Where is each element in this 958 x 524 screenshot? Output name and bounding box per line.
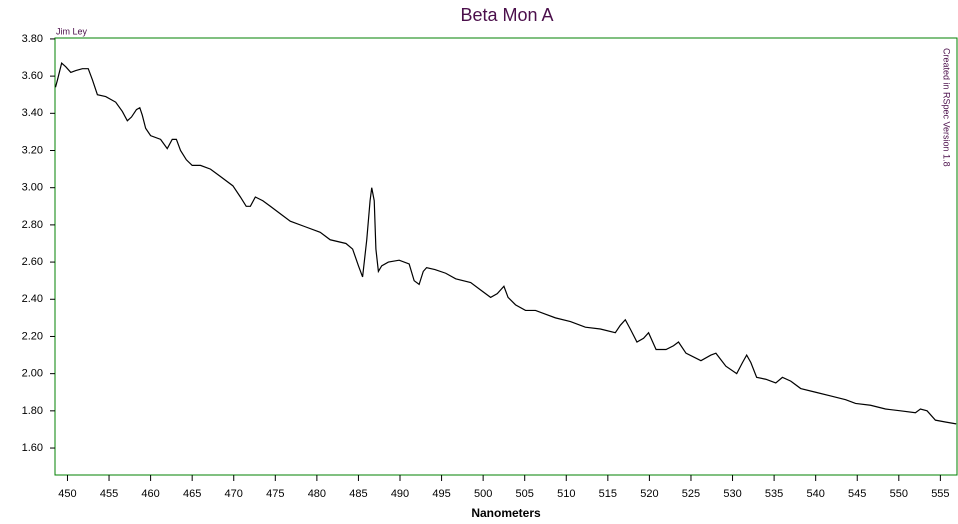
x-tick-label: 490 bbox=[391, 488, 409, 500]
y-tick-label: 1.60 bbox=[22, 442, 43, 454]
y-tick-label: 3.60 bbox=[22, 70, 43, 82]
plot-frame bbox=[54, 37, 958, 476]
x-tick-label: 520 bbox=[640, 488, 658, 500]
y-tick-label: 2.40 bbox=[22, 293, 43, 305]
x-tick-label: 510 bbox=[557, 488, 575, 500]
x-tick-label: 460 bbox=[141, 488, 159, 500]
x-tick-label: 480 bbox=[308, 488, 326, 500]
x-tick-label: 535 bbox=[765, 488, 783, 500]
chart-title: Beta Mon A bbox=[460, 5, 553, 25]
x-tick-label: 515 bbox=[599, 488, 617, 500]
x-tick-label: 555 bbox=[931, 488, 949, 500]
spectrum-line bbox=[54, 61, 957, 425]
annotation: Created in RSpec Version 1.8 bbox=[942, 48, 952, 167]
x-tick-label: 455 bbox=[100, 488, 118, 500]
x-tick-label: 485 bbox=[349, 488, 367, 500]
y-tick-label: 3.80 bbox=[22, 33, 43, 45]
x-tick-label: 545 bbox=[848, 488, 866, 500]
x-tick-label: 525 bbox=[682, 488, 700, 500]
annotation: Jim Ley bbox=[56, 26, 88, 36]
x-tick-label: 450 bbox=[58, 488, 76, 500]
y-tick-label: 3.40 bbox=[22, 107, 43, 119]
x-axis-label: Nanometers bbox=[471, 506, 541, 520]
x-tick-label: 500 bbox=[474, 488, 492, 500]
x-tick-label: 505 bbox=[516, 488, 534, 500]
x-tick-label: 465 bbox=[183, 488, 201, 500]
x-tick-label: 495 bbox=[432, 488, 450, 500]
y-tick-label: 2.00 bbox=[22, 368, 43, 380]
x-tick-label: 470 bbox=[225, 488, 243, 500]
y-tick-label: 2.20 bbox=[22, 330, 43, 342]
y-tick-label: 2.80 bbox=[22, 219, 43, 231]
x-tick-label: 550 bbox=[890, 488, 908, 500]
x-tick-label: 540 bbox=[806, 488, 824, 500]
y-tick-label: 3.20 bbox=[22, 144, 43, 156]
y-tick-label: 2.60 bbox=[22, 256, 43, 268]
y-tick-label: 3.00 bbox=[22, 182, 43, 194]
x-tick-label: 475 bbox=[266, 488, 284, 500]
x-tick-label: 530 bbox=[723, 488, 741, 500]
y-tick-label: 1.80 bbox=[22, 405, 43, 417]
